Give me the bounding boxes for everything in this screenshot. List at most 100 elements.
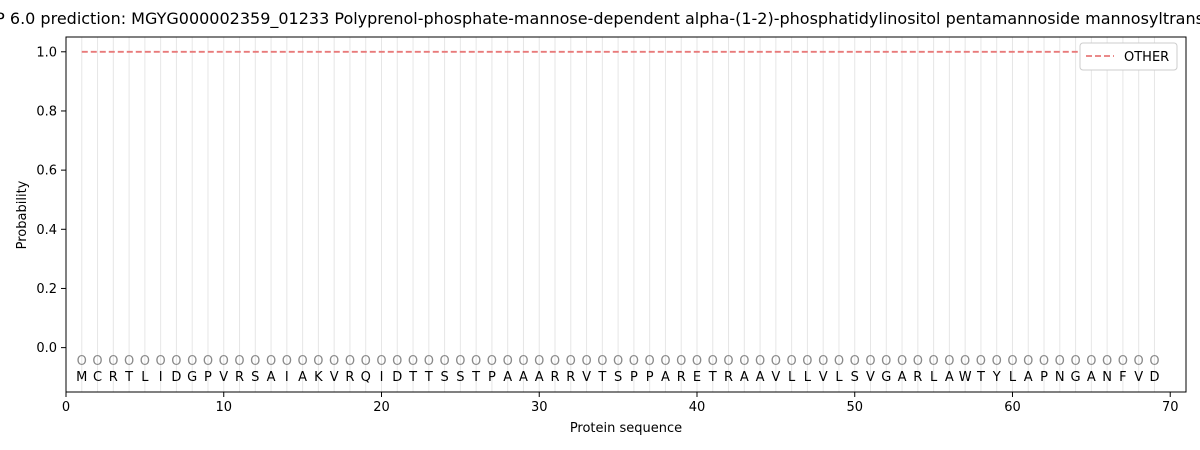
residue-marker: O (298, 354, 308, 369)
residue-marker: O (818, 354, 828, 369)
residue-letter: R (724, 370, 733, 385)
residue-letter: A (519, 370, 528, 385)
residue-grid (81, 37, 1155, 392)
residue-letter: N (1055, 370, 1065, 385)
residue-marker: O (408, 354, 418, 369)
residue-letter: R (235, 370, 244, 385)
residue-marker: O (234, 354, 244, 369)
residue-letter: L (1009, 370, 1017, 385)
y-tick-label: 0.6 (36, 164, 57, 179)
residue-letter: L (930, 370, 938, 385)
residue-marker: O (282, 354, 292, 369)
residue-marker: O (913, 354, 923, 369)
residue-marker: O (187, 354, 197, 369)
residue-marker: O (834, 354, 844, 369)
residue-marker: O (597, 354, 607, 369)
residue-letter: K (314, 370, 323, 385)
residue-marker: O (928, 354, 938, 369)
residue-marker: O (361, 354, 371, 369)
residue-letter: P (204, 370, 212, 385)
residue-marker: O (329, 354, 339, 369)
residue-marker: O (660, 354, 670, 369)
y-tick-label: 0.2 (36, 282, 57, 297)
residue-marker: O (755, 354, 765, 369)
residue-marker: O (266, 354, 276, 369)
residue-letter: A (503, 370, 512, 385)
residue-letter: L (788, 370, 796, 385)
residue-letter: A (945, 370, 954, 385)
residue-letter: A (1024, 370, 1033, 385)
residue-marker: O (1118, 354, 1128, 369)
residue-marker: O (92, 354, 102, 369)
residue-marker: O (723, 354, 733, 369)
residue-marker: O (124, 354, 134, 369)
residue-letter: R (566, 370, 575, 385)
residue-marker: O (771, 354, 781, 369)
residue-letter: G (881, 370, 891, 385)
y-axis-label: Probability (15, 180, 30, 249)
residue-letter: R (109, 370, 118, 385)
residue-letter: T (124, 370, 133, 385)
residue-letter: A (740, 370, 749, 385)
residue-marker: O (976, 354, 986, 369)
chart-title: SignalP 6.0 prediction: MGYG000002359_01… (0, 9, 1200, 29)
residue-letter: D (392, 370, 402, 385)
residue-letter: V (219, 370, 228, 385)
residue-letter: P (1040, 370, 1048, 385)
residue-marker: O (787, 354, 797, 369)
axes: 0 10 20 30 40 50 60 70 0.0 0.2 0.4 0.6 0.8 1.0 (36, 36, 1187, 415)
residue-marker: O (77, 354, 87, 369)
residue-letter: A (535, 370, 544, 385)
residue-marker: O (944, 354, 954, 369)
residue-letter: R (345, 370, 354, 385)
residue-letter: A (267, 370, 276, 385)
residue-letter: D (1149, 370, 1159, 385)
residue-letter: T (424, 370, 433, 385)
residue-letter: R (913, 370, 922, 385)
residue-letter: S (440, 370, 448, 385)
residue-letter: T (597, 370, 606, 385)
y-tick-label: 0.4 (36, 223, 57, 238)
residue-marker: O (140, 354, 150, 369)
residue-marker: O (550, 354, 560, 369)
residue-letter: T (976, 370, 985, 385)
residue-letter: A (898, 370, 907, 385)
residue-letter: P (646, 370, 654, 385)
residue-marker: O (1007, 354, 1017, 369)
residue-marker: O (739, 354, 749, 369)
residue-letter: V (819, 370, 828, 385)
residue-letter: P (488, 370, 496, 385)
residue-marker: O (345, 354, 355, 369)
residue-marker: O (1086, 354, 1096, 369)
residue-letter: M (76, 370, 87, 385)
residue-letter: N (1102, 370, 1112, 385)
y-tick-label: 0.0 (36, 341, 57, 356)
residue-letter: A (298, 370, 307, 385)
residue-letter: S (851, 370, 859, 385)
x-tick-label: 50 (846, 400, 863, 415)
residue-marker: O (1134, 354, 1144, 369)
residue-letter: G (187, 370, 197, 385)
residue-letter: I (285, 370, 289, 385)
residue-letter: S (456, 370, 464, 385)
residue-marker: O (376, 354, 386, 369)
residue-marker: O (692, 354, 702, 369)
residue-marker: O (487, 354, 497, 369)
x-tick-label: 10 (215, 400, 232, 415)
y-tick-label: 1.0 (36, 45, 57, 60)
residue-letter: T (708, 370, 717, 385)
legend-box (1079, 42, 1178, 71)
residue-letter: C (93, 370, 102, 385)
residue-letter: Y (992, 370, 1001, 385)
residue-letter: G (1071, 370, 1081, 385)
residue-marker: O (1102, 354, 1112, 369)
residue-marker: O (171, 354, 181, 369)
residue-letter: L (141, 370, 149, 385)
residue-marker: O (1149, 354, 1159, 369)
x-axis-label: Protein sequence (570, 421, 682, 436)
residue-letter: V (582, 370, 591, 385)
residue-letter: T (408, 370, 417, 385)
residue-letter: P (630, 370, 638, 385)
x-tick-label: 30 (531, 400, 548, 415)
